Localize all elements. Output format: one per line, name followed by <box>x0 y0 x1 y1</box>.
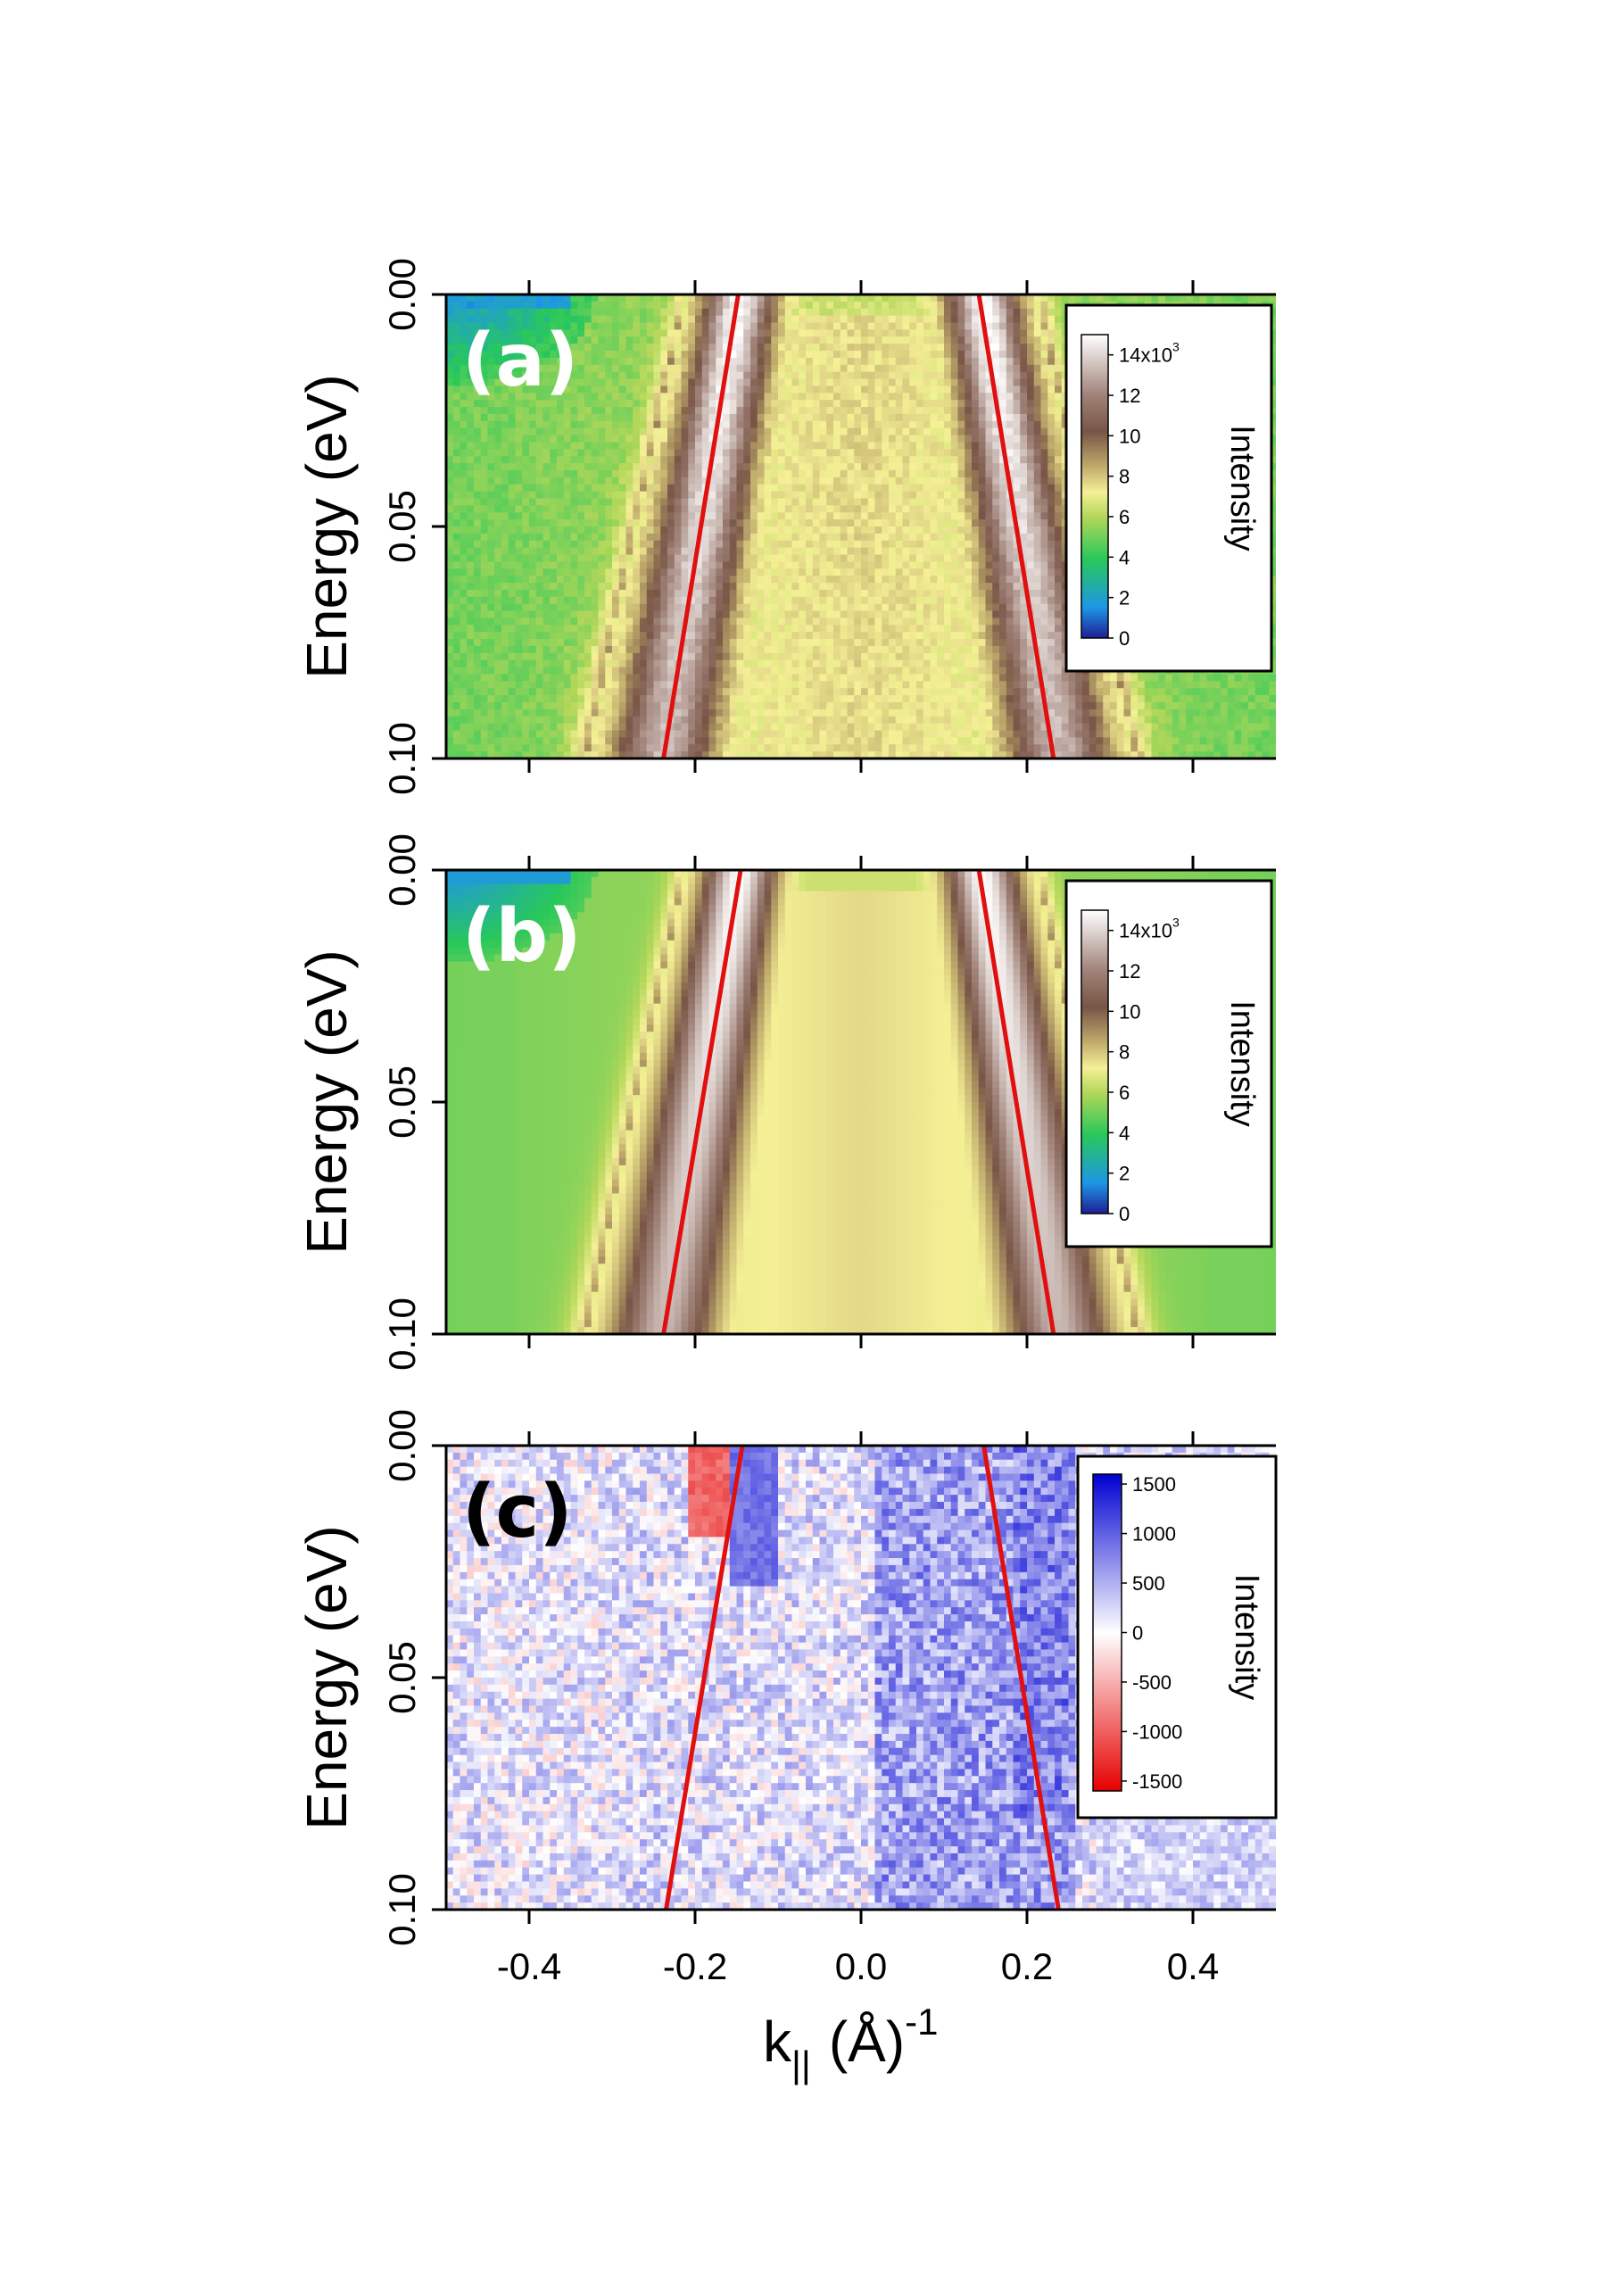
y-axis-label: Energy (eV) <box>294 1525 359 1829</box>
y-axis-label: Energy (eV) <box>294 374 359 678</box>
x-tick-label: 0.0 <box>835 1945 887 1987</box>
colorbar-tick-label: 6 <box>1119 506 1130 528</box>
colorbar-tick-label: -1500 <box>1132 1770 1182 1793</box>
colorbar-tick-label: 6 <box>1119 1082 1130 1104</box>
colorbar-title: Intensity <box>1223 425 1261 551</box>
panel-2: 0.00 0.05 0.10 Energy (eV) (b) 14x103 12 10 8 6 4 2… <box>294 833 1276 1371</box>
x-tick-label: 0.2 <box>1001 1945 1053 1987</box>
y-axis-label: Energy (eV) <box>294 949 359 1254</box>
y-tick-label: 0.00 <box>381 833 423 907</box>
colorbar-tick-label: 1000 <box>1132 1523 1176 1546</box>
y-tick-label: 0.00 <box>381 258 423 331</box>
dispersion-line-left <box>664 1446 745 1910</box>
colorbar-tick-label: 1500 <box>1132 1473 1176 1496</box>
y-tick-label: 0.10 <box>381 1297 423 1371</box>
colorbar: 14x103 12 10 8 6 4 2 0 Intensity <box>1064 303 1273 673</box>
colorbar: 14x103 12 10 8 6 4 2 0 Intensity <box>1064 879 1273 1248</box>
x-tick-label: -0.4 <box>497 1945 561 1987</box>
colorbar-gradient <box>1081 334 1109 639</box>
dispersion-line-right <box>976 870 1056 1334</box>
y-tick-label: 0.10 <box>381 1873 423 1946</box>
colorbar-tick-label: 10 <box>1119 425 1140 447</box>
colorbar-exponent: 3 <box>1172 340 1180 354</box>
colorbar-gradient <box>1092 1473 1122 1792</box>
dispersion-line-left <box>661 870 743 1334</box>
colorbar-tick-label: 2 <box>1119 1163 1130 1185</box>
colorbar-tick-label: 4 <box>1119 1122 1130 1144</box>
colorbar-tick-label: 12 <box>1119 960 1140 982</box>
dispersion-line-left <box>661 294 741 758</box>
y-tick-label: 0.05 <box>381 490 423 563</box>
y-tick-label: 0.05 <box>381 1065 423 1139</box>
panel-3: 0.00 0.05 0.10 Energy (eV) (c) 1500 1000 500 0 -5… <box>294 1409 1278 2085</box>
colorbar-tick-label: 8 <box>1119 466 1130 488</box>
colorbar-tick-label: -500 <box>1132 1671 1172 1694</box>
colorbar-tick-label: -1000 <box>1132 1720 1182 1743</box>
y-tick-label: 0.10 <box>381 722 423 795</box>
y-tick-label: 0.00 <box>381 1409 423 1482</box>
colorbar-tick-label: 12 <box>1119 385 1140 407</box>
x-tick-label: -0.2 <box>663 1945 727 1987</box>
colorbar: 1500 1000 500 0 -500 -1000 -1500 Intensity <box>1076 1455 1278 1819</box>
colorbar-tick-label: 0 <box>1132 1622 1143 1645</box>
panel-label: (c) <box>462 1470 573 1554</box>
colorbar-gradient <box>1081 909 1109 1214</box>
colorbar-title: Intensity <box>1223 1000 1261 1127</box>
x-axis-label: k|| (Å)-1 <box>763 2001 939 2085</box>
colorbar-title: Intensity <box>1228 1574 1265 1701</box>
panel-1: 0.00 0.05 0.10 Energy (eV) (a) 14x103 12 10 8 6 4 2… <box>294 258 1276 795</box>
dispersion-line-right <box>976 294 1056 758</box>
colorbar-tick-label: 14x103 <box>1119 340 1180 367</box>
colorbar-tick-label: 500 <box>1132 1572 1165 1595</box>
colorbar-tick-label: 14x103 <box>1119 916 1180 942</box>
colorbar-tick-label: 2 <box>1119 587 1130 609</box>
colorbar-tick-label: 8 <box>1119 1041 1130 1064</box>
colorbar-tick-label: 0 <box>1119 1203 1130 1225</box>
dispersion-line-right <box>981 1446 1061 1910</box>
panel-label: (b) <box>462 894 582 979</box>
colorbar-tick-label: 0 <box>1119 627 1130 650</box>
colorbar-exponent: 3 <box>1172 916 1180 930</box>
colorbar-tick-label: 10 <box>1119 1000 1140 1023</box>
colorbar-tick-label: 4 <box>1119 546 1130 568</box>
panel-label: (a) <box>462 319 578 403</box>
x-tick-label: 0.4 <box>1167 1945 1219 1987</box>
y-tick-label: 0.05 <box>381 1641 423 1714</box>
